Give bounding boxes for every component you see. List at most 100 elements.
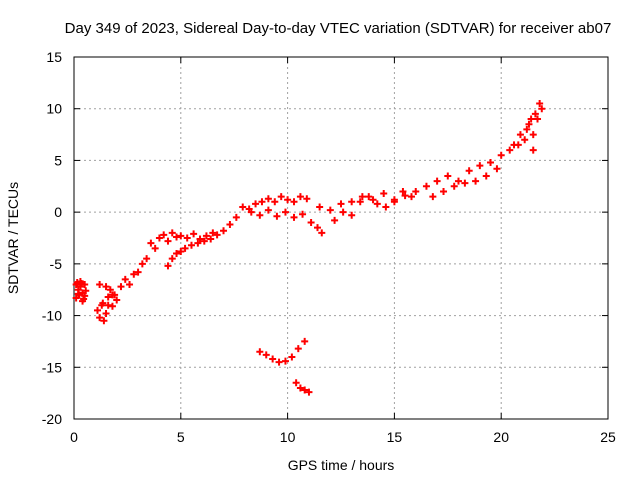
data-point xyxy=(326,206,334,214)
data-point xyxy=(301,337,309,345)
data-point xyxy=(521,136,529,144)
data-point xyxy=(461,179,469,187)
data-point xyxy=(108,302,116,310)
plot-frame xyxy=(73,56,609,420)
data-point xyxy=(269,355,277,363)
data-point xyxy=(108,291,116,299)
data-point xyxy=(303,195,311,203)
data-point xyxy=(337,200,345,208)
data-point xyxy=(281,357,289,365)
data-point xyxy=(226,221,234,229)
x-tick-label: 5 xyxy=(177,429,185,445)
data-point xyxy=(356,198,364,206)
data-point xyxy=(104,301,112,309)
data-point xyxy=(177,247,185,255)
data-point xyxy=(527,115,535,123)
data-point xyxy=(264,206,272,214)
data-point xyxy=(440,187,448,195)
data-point xyxy=(493,165,501,173)
x-axis-label: GPS time / hours xyxy=(288,457,395,473)
data-point xyxy=(523,125,531,133)
data-point xyxy=(271,198,279,206)
data-point xyxy=(465,167,473,175)
data-point xyxy=(454,177,462,185)
data-point xyxy=(536,100,544,108)
data-point xyxy=(177,232,185,240)
y-tick-label: -20 xyxy=(42,411,62,427)
data-point xyxy=(305,388,313,396)
data-point xyxy=(93,306,101,314)
data-point xyxy=(164,262,172,270)
data-point xyxy=(183,234,191,242)
data-point xyxy=(365,193,373,201)
data-point xyxy=(239,203,247,211)
data-point xyxy=(299,210,307,218)
data-point xyxy=(429,193,437,201)
data-point xyxy=(412,187,420,195)
data-point xyxy=(476,162,484,170)
data-point xyxy=(525,120,533,128)
data-point xyxy=(284,196,292,204)
data-point xyxy=(433,177,441,185)
grid xyxy=(74,57,608,419)
data-point xyxy=(529,131,537,139)
data-point xyxy=(113,296,121,304)
data-point xyxy=(273,212,281,220)
y-tick-label: -15 xyxy=(42,359,62,375)
data-point xyxy=(348,198,356,206)
data-point xyxy=(262,351,270,359)
data-point xyxy=(256,348,264,356)
data-point xyxy=(407,193,415,201)
data-point xyxy=(79,297,87,305)
data-point xyxy=(258,198,266,206)
data-point xyxy=(316,203,324,211)
data-point xyxy=(314,224,322,232)
data-point xyxy=(497,151,505,159)
data-point xyxy=(292,379,300,387)
data-point xyxy=(301,386,309,394)
data-point xyxy=(450,182,458,190)
data-point xyxy=(173,250,181,258)
x-tick-label: 15 xyxy=(387,429,403,445)
data-point xyxy=(281,208,289,216)
data-point xyxy=(277,193,285,201)
data-point xyxy=(209,229,217,237)
data-point xyxy=(76,277,84,285)
data-point xyxy=(138,260,146,268)
y-tick-label: 5 xyxy=(54,152,62,168)
data-point xyxy=(164,237,172,245)
y-tick-label: 15 xyxy=(46,49,62,65)
data-point xyxy=(181,244,189,252)
data-point xyxy=(74,290,82,298)
data-point xyxy=(380,190,388,198)
data-point xyxy=(296,384,304,392)
data-point xyxy=(81,281,89,289)
data-point xyxy=(106,286,114,294)
data-point xyxy=(256,211,264,219)
data-point xyxy=(207,235,215,243)
data-point xyxy=(96,281,104,289)
data-point xyxy=(369,196,377,204)
y-axis-label: SDTVAR / TECUs xyxy=(5,182,21,294)
data-point xyxy=(168,255,176,263)
y-tick-label: -10 xyxy=(42,308,62,324)
chart-title: Day 349 of 2023, Sidereal Day-to-day VTE… xyxy=(65,20,612,37)
data-point xyxy=(382,203,390,211)
data-point xyxy=(252,200,260,208)
data-point xyxy=(96,314,104,322)
data-point xyxy=(487,158,495,166)
data-point xyxy=(155,234,163,242)
data-point xyxy=(202,232,210,240)
data-point xyxy=(444,172,452,180)
data-point xyxy=(331,216,339,224)
data-point xyxy=(534,115,542,123)
data-point xyxy=(399,187,407,195)
data-point xyxy=(506,146,514,154)
data-point xyxy=(288,353,296,361)
data-point xyxy=(232,213,240,221)
data-point xyxy=(339,208,347,216)
x-tick-label: 20 xyxy=(493,429,509,445)
y-tick-label: 10 xyxy=(46,101,62,117)
data-point xyxy=(147,239,155,247)
